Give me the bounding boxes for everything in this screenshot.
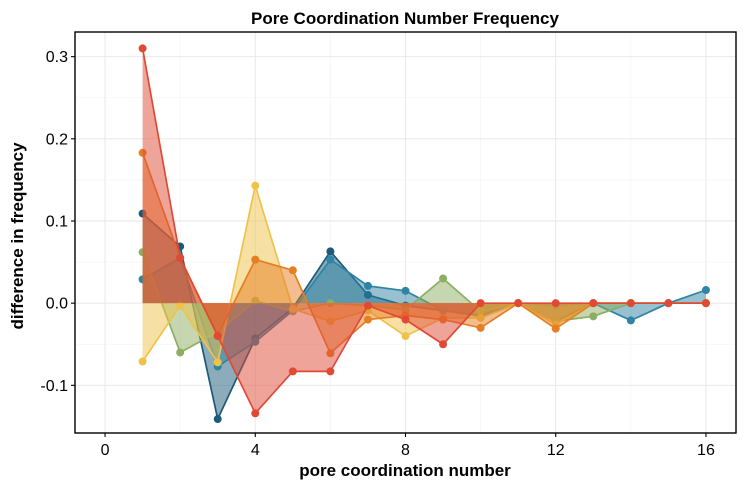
data-point bbox=[439, 340, 448, 349]
data-point bbox=[213, 415, 222, 424]
data-point bbox=[401, 315, 410, 324]
series-line bbox=[141, 48, 706, 415]
data-point bbox=[251, 255, 260, 264]
data-point bbox=[589, 299, 598, 308]
x-tick-label: 0 bbox=[101, 442, 110, 459]
data-point bbox=[363, 281, 372, 290]
series-6 bbox=[138, 44, 710, 418]
data-point bbox=[288, 266, 297, 275]
series-area bbox=[142, 252, 706, 353]
data-point bbox=[551, 324, 560, 333]
data-point bbox=[176, 348, 185, 357]
data-point bbox=[476, 299, 485, 308]
y-axis-title: difference in frequency bbox=[8, 142, 27, 330]
data-point bbox=[138, 44, 147, 53]
y-tick-label: 0.0 bbox=[46, 296, 68, 313]
series-area bbox=[142, 48, 706, 414]
data-point bbox=[213, 358, 222, 367]
data-point bbox=[401, 332, 410, 341]
series-layer bbox=[138, 44, 710, 424]
data-point bbox=[288, 367, 297, 376]
data-point bbox=[326, 367, 335, 376]
data-point bbox=[176, 253, 185, 262]
data-point bbox=[213, 332, 222, 341]
data-point bbox=[176, 301, 185, 310]
data-point bbox=[401, 286, 410, 295]
data-point bbox=[363, 315, 372, 324]
chart-title: Pore Coordination Number Frequency bbox=[251, 9, 559, 28]
data-point bbox=[138, 357, 147, 366]
y-tick-label: -0.1 bbox=[40, 378, 68, 395]
axes: 0 4 8 12 16 -0.1 0.0 0.1 0.2 0.3 bbox=[40, 49, 715, 459]
x-tick-label: 8 bbox=[401, 442, 410, 459]
data-point bbox=[251, 409, 260, 418]
data-point bbox=[664, 299, 673, 308]
data-point bbox=[701, 299, 710, 308]
data-point bbox=[626, 299, 635, 308]
data-point bbox=[439, 274, 448, 283]
x-axis-title: pore coordination number bbox=[299, 461, 511, 480]
data-point bbox=[626, 316, 635, 325]
data-point bbox=[514, 299, 523, 308]
data-point bbox=[326, 255, 335, 264]
y-tick-label: 0.3 bbox=[46, 49, 68, 66]
y-tick-label: 0.2 bbox=[46, 131, 68, 148]
data-point bbox=[326, 247, 335, 256]
data-point bbox=[551, 299, 560, 308]
data-point bbox=[589, 312, 598, 321]
data-point bbox=[476, 323, 485, 332]
data-point bbox=[251, 181, 260, 190]
x-tick-label: 16 bbox=[697, 442, 715, 459]
data-point bbox=[363, 301, 372, 310]
y-tick-label: 0.1 bbox=[46, 213, 68, 230]
x-tick-label: 12 bbox=[547, 442, 565, 459]
data-point bbox=[701, 286, 710, 295]
x-tick-label: 4 bbox=[251, 442, 260, 459]
